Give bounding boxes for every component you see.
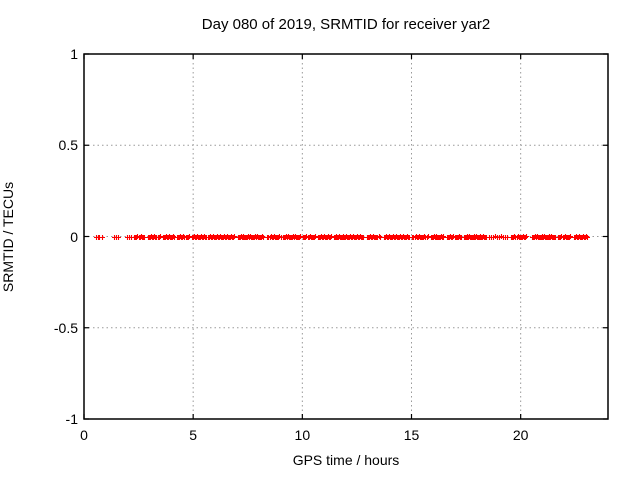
- x-axis-label: GPS time / hours: [292, 452, 400, 468]
- x-tick-label: 10: [294, 427, 311, 443]
- y-tick-label: 0.5: [58, 137, 78, 154]
- x-tick-label: 0: [80, 427, 88, 443]
- y-tick-label: 1: [70, 46, 78, 62]
- y-tick-label: -1: [65, 411, 78, 427]
- plot-border: [83, 53, 609, 420]
- x-tick-label: 15: [403, 427, 420, 443]
- y-axis-label: SRMTID / TECUs: [0, 181, 16, 293]
- data-points-layer: [94, 234, 590, 240]
- y-tick-label: -0.5: [53, 319, 78, 336]
- data-points: [94, 234, 590, 240]
- y-tick-label: 0: [70, 228, 78, 245]
- x-tick-label: 20: [512, 427, 529, 443]
- chart-title: Day 080 of 2019, SRMTID for receiver yar…: [201, 16, 491, 33]
- x-tick-label: 5: [189, 427, 198, 443]
